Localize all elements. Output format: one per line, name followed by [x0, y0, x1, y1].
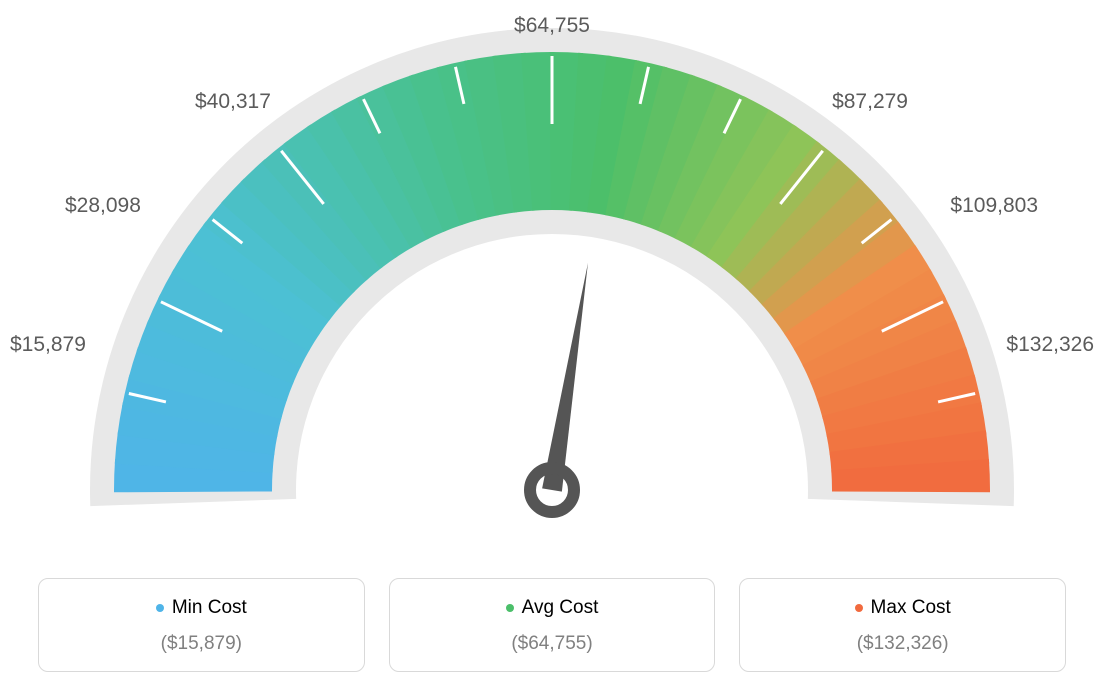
max-cost-card: Max Cost ($132,326) — [739, 578, 1066, 672]
gauge-tick-label: $109,803 — [950, 194, 1038, 218]
avg-cost-title: Avg Cost — [522, 597, 599, 619]
gauge-needle — [542, 263, 588, 492]
min-cost-dot-icon — [156, 604, 164, 612]
min-cost-title: Min Cost — [172, 597, 247, 619]
cost-gauge-chart: $15,879 $28,098 $40,317 $64,755 $87,279 $109,… — [0, 0, 1104, 690]
summary-cards: Min Cost ($15,879) Avg Cost ($64,755) Ma… — [38, 578, 1066, 672]
max-cost-title-row: Max Cost — [855, 597, 951, 619]
gauge-tick-label: $15,879 — [10, 333, 86, 357]
gauge-area: $15,879 $28,098 $40,317 $64,755 $87,279 $109,… — [0, 0, 1104, 560]
gauge-tick-label: $28,098 — [65, 194, 141, 218]
max-cost-dot-icon — [855, 604, 863, 612]
avg-cost-card: Avg Cost ($64,755) — [389, 578, 716, 672]
min-cost-value: ($15,879) — [49, 633, 354, 655]
avg-cost-dot-icon — [506, 604, 514, 612]
min-cost-title-row: Min Cost — [156, 597, 247, 619]
gauge-tick-label: $40,317 — [195, 90, 271, 114]
gauge-tick-label: $87,279 — [832, 90, 908, 114]
min-cost-card: Min Cost ($15,879) — [38, 578, 365, 672]
avg-cost-value: ($64,755) — [400, 633, 705, 655]
gauge-tick-label: $132,326 — [1006, 333, 1094, 357]
gauge-svg — [0, 0, 1104, 560]
max-cost-value: ($132,326) — [750, 633, 1055, 655]
gauge-tick-label: $64,755 — [514, 14, 590, 38]
max-cost-title: Max Cost — [871, 597, 951, 619]
avg-cost-title-row: Avg Cost — [506, 597, 599, 619]
